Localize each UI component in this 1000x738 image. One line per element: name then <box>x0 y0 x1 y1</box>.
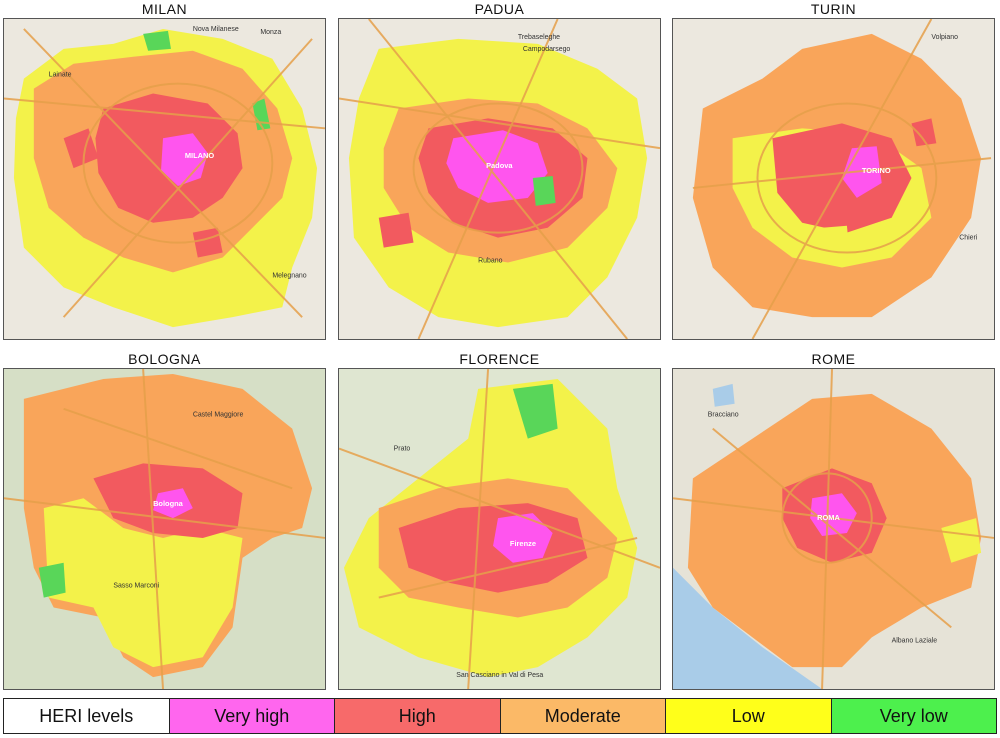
legend-high-label: High <box>398 705 436 726</box>
place-label: San Casciano in Val di Pesa <box>456 672 543 679</box>
panel-title: TURIN <box>810 1 857 17</box>
panel-title: FLORENCE <box>459 351 540 367</box>
map-panel-milan: MILAN MILANO Nova Milanes <box>3 0 326 340</box>
place-label: Melegnano <box>272 272 306 279</box>
place-label: Padova <box>486 161 513 170</box>
heri-map-rome: ROMA Bracciano Albano Laziale <box>673 369 994 689</box>
map-view[interactable]: TORINO Volpiano Chieri <box>672 18 995 340</box>
place-label: Monza <box>260 29 281 36</box>
place-label: Campodarsego <box>523 46 571 53</box>
place-label: Lainate <box>49 72 72 79</box>
map-view[interactable]: Bologna Castel Maggiore Sasso Marconi <box>3 368 326 690</box>
place-label: Prato <box>394 445 411 452</box>
place-label: Castel Maggiore <box>193 412 244 419</box>
legend-moderate-label: Moderate <box>544 705 621 726</box>
place-label: TORINO <box>862 166 891 175</box>
map-panel-florence: FLORENCE Firenze Prato San Casciano in V… <box>338 350 661 690</box>
heri-map-bologna: Bologna Castel Maggiore Sasso Marconi <box>4 369 325 689</box>
map-panel-turin: TURIN TORINO Volpiano Chieri <box>672 0 995 340</box>
legend-low-label: Low <box>731 705 765 726</box>
map-panel-bologna: BOLOGNA Bologna Castel Maggiore Sasso Ma… <box>3 350 326 690</box>
map-panel-padua: PADUA Padova Campodarsego Trebaseleghe R… <box>338 0 661 340</box>
map-view[interactable]: MILANO Nova Milanese Monza Lainate Meleg… <box>3 18 326 340</box>
place-label: Firenze <box>510 539 536 548</box>
heri-map-padua: Padova Campodarsego Trebaseleghe Rubano <box>339 19 660 339</box>
heri-map-florence: Firenze Prato San Casciano in Val di Pes… <box>339 369 660 689</box>
legend-low: Low <box>665 699 831 733</box>
legend-very-high-label: Very high <box>214 705 290 726</box>
place-label: Trebaseleghe <box>518 34 560 41</box>
heri-map-turin: TORINO Volpiano Chieri <box>673 19 994 339</box>
map-view[interactable]: ROMA Bracciano Albano Laziale <box>672 368 995 690</box>
legend-title: HERI levels <box>4 699 169 733</box>
panel-title: MILAN <box>141 1 188 17</box>
heri-legend: HERI levels Very high High Moderate Low … <box>3 698 997 734</box>
legend-very-high: Very high <box>168 699 334 733</box>
legend-high: High <box>334 699 500 733</box>
map-panel-rome: ROME ROMA Bracciano Albano Laziale <box>672 350 995 690</box>
map-view[interactable]: Firenze Prato San Casciano in Val di Pes… <box>338 368 661 690</box>
legend-title-text: HERI levels <box>39 705 134 726</box>
place-label: Rubano <box>478 257 502 264</box>
map-view[interactable]: Padova Campodarsego Trebaseleghe Rubano <box>338 18 661 340</box>
heri-map-milan: MILANO Nova Milanese Monza Lainate Meleg… <box>4 19 325 339</box>
place-label: Albano Laziale <box>892 637 938 644</box>
legend-very-low: Very low <box>830 699 996 733</box>
place-label: Chieri <box>959 235 978 242</box>
place-label: Volpiano <box>931 34 958 41</box>
panel-title: ROME <box>811 351 856 367</box>
place-label: Sasso Marconi <box>113 583 159 590</box>
place-label: Bologna <box>153 499 184 508</box>
legend-very-low-label: Very low <box>879 705 948 726</box>
place-label: Nova Milanese <box>193 26 239 33</box>
place-label: ROMA <box>817 513 840 522</box>
place-label: MILANO <box>185 151 215 160</box>
legend-moderate: Moderate <box>499 699 665 733</box>
panel-title: PADUA <box>474 1 525 17</box>
place-label: Bracciano <box>708 412 739 419</box>
panel-title: BOLOGNA <box>128 351 201 367</box>
